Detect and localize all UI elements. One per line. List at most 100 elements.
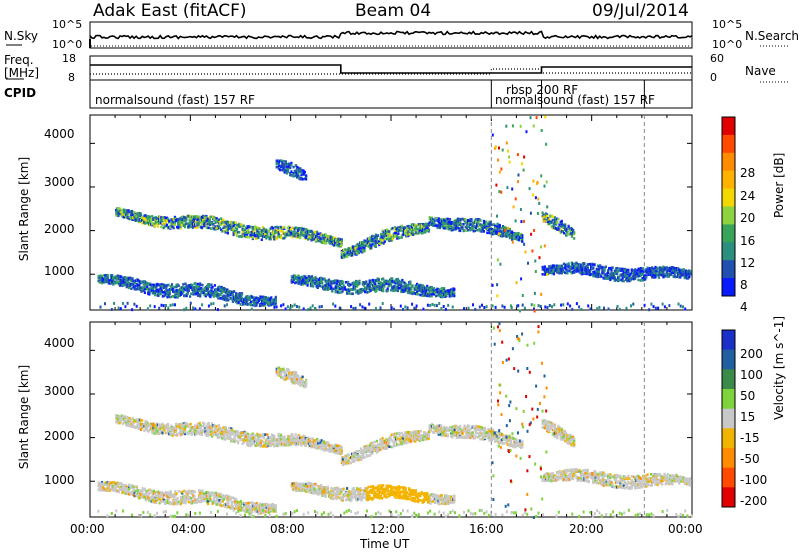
velocity-echo-cell (108, 489, 111, 492)
power-echo-cell (561, 230, 564, 233)
power-echo-cell (582, 264, 585, 268)
power-echo-cell (324, 284, 327, 287)
power-echo-cell (179, 225, 182, 228)
power-echo-cell (377, 280, 380, 284)
power-ground-cell (216, 308, 219, 312)
power-echo-cell (353, 249, 356, 253)
power-ground-cell (472, 303, 474, 307)
power-echo-cell (98, 281, 101, 284)
power-echo-cell (472, 229, 475, 233)
power-echo-cell (257, 236, 260, 240)
power-echo-cell (179, 293, 183, 296)
power-echo-cell (191, 288, 194, 292)
power-echo-cell (297, 227, 301, 231)
velocity-echo-cell (132, 488, 135, 491)
power-ground-cell (298, 305, 301, 309)
power-echo-cell (255, 302, 258, 305)
power-echo-cell (353, 288, 357, 291)
power-echo-cell (210, 283, 213, 287)
power-echo-cell (459, 229, 462, 233)
power-echo-cell (279, 236, 283, 240)
power-echo-cell (239, 224, 242, 227)
power-echo-cell (572, 266, 575, 270)
power-echo-cell (311, 281, 314, 285)
power-echo-cell (239, 295, 242, 299)
power-noise-cell (505, 141, 508, 145)
power-echo-cell (242, 233, 245, 236)
power-echo-cell (564, 224, 567, 228)
power-echo-cell (427, 223, 430, 227)
power-noise-cell (543, 219, 546, 223)
power-ground-cell (677, 302, 680, 306)
power-echo-cell (588, 273, 592, 276)
power-echo-cell (157, 290, 160, 293)
power-echo-cell (456, 222, 459, 226)
power-noise-cell (545, 142, 548, 146)
power-echo-cell (393, 235, 397, 238)
power-ground-cell (119, 307, 122, 311)
power-ground-cell (289, 306, 292, 310)
power-echo-cell (217, 293, 220, 296)
power-echo-cell (628, 274, 631, 277)
power-ground-cell (413, 306, 416, 310)
power-echo-cell (329, 235, 332, 238)
power-echo-cell (578, 270, 581, 273)
power-echo-cell (369, 239, 372, 242)
power-echo-cell (490, 228, 493, 231)
power-echo-cell (462, 222, 465, 226)
vel-cbar-tick-m200: -200 (740, 494, 768, 508)
power-echo-cell (332, 287, 335, 291)
power-echo-cell (366, 291, 369, 294)
power-echo-cell (566, 227, 569, 231)
power-noise-cell (540, 174, 543, 178)
power-echo-cell (559, 228, 562, 232)
power-echo-cell (325, 283, 328, 286)
power-echo-cell (143, 291, 146, 294)
power-echo-cell (316, 278, 319, 281)
power-echo-cell (292, 278, 296, 281)
power-echo-cell (313, 281, 316, 285)
power-echo-cell (111, 274, 114, 277)
power-echo-cell (141, 219, 144, 222)
power-ground-cell (411, 302, 414, 306)
power-echo-cell (203, 287, 206, 290)
power-echo-cell (511, 231, 514, 235)
power-echo-cell (194, 226, 197, 229)
power-echo-cell (550, 266, 553, 270)
power-echo-cell (126, 213, 129, 216)
power-ground-cell (149, 304, 152, 308)
power-echo-cell (570, 261, 573, 265)
power-echo-cell (247, 228, 250, 232)
power-echo-cell (121, 281, 124, 285)
power-echo-cell (198, 215, 201, 219)
power-noise-cell (491, 304, 494, 308)
power-echo-cell (207, 220, 210, 223)
power-echo-cell (332, 239, 336, 243)
velocity-echo-cell (130, 493, 133, 496)
power-echo-cell (255, 303, 258, 307)
power-echo-cell (631, 269, 634, 272)
power-echo-cell (553, 266, 557, 269)
power-echo-cell (597, 270, 601, 273)
power-echo-cell (415, 228, 418, 231)
power-echo-cell (427, 229, 430, 232)
power-echo-cell (485, 220, 488, 224)
power-echo-cell (383, 280, 386, 283)
power-echo-cell (144, 281, 148, 284)
power-echo-cell (329, 283, 332, 287)
power-echo-cell (144, 214, 147, 217)
power-echo-cell (227, 298, 230, 302)
power-echo-cell (226, 221, 229, 225)
power-echo-cell (625, 269, 628, 272)
power-echo-cell (388, 230, 391, 233)
power-echo-cell (132, 213, 135, 217)
power-echo-cell (120, 210, 123, 214)
power-echo-cell (173, 285, 176, 289)
freq-right-tick-bottom: 0 (710, 71, 717, 84)
velocity-colorbar-segment (722, 448, 735, 469)
power-echo-cell (182, 283, 185, 286)
power-echo-cell (242, 224, 245, 228)
power-noise-cell (534, 196, 537, 200)
power-echo-cell (264, 233, 267, 236)
power-echo-cell (217, 295, 220, 299)
